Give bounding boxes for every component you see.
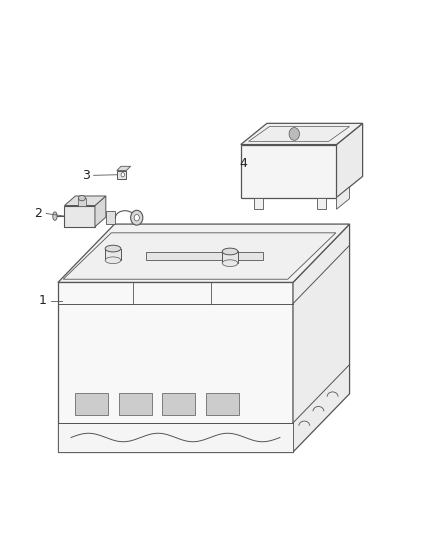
Text: 1: 1 [39, 294, 47, 308]
Text: 2: 2 [35, 207, 42, 220]
Polygon shape [105, 248, 121, 260]
Circle shape [121, 173, 124, 177]
Polygon shape [58, 224, 350, 282]
Polygon shape [222, 252, 238, 263]
Polygon shape [117, 171, 126, 179]
Text: 4: 4 [239, 157, 247, 169]
Polygon shape [63, 233, 336, 279]
Polygon shape [254, 198, 263, 209]
Ellipse shape [78, 196, 85, 201]
Polygon shape [241, 144, 336, 198]
Polygon shape [58, 282, 293, 452]
Polygon shape [95, 196, 106, 227]
Ellipse shape [105, 245, 121, 252]
Polygon shape [78, 198, 86, 206]
Polygon shape [58, 423, 293, 452]
Ellipse shape [53, 212, 57, 220]
Polygon shape [241, 123, 363, 144]
Polygon shape [117, 166, 131, 171]
Ellipse shape [105, 257, 121, 264]
Polygon shape [162, 393, 195, 415]
Ellipse shape [222, 260, 238, 266]
Polygon shape [106, 211, 116, 224]
Polygon shape [317, 198, 326, 209]
Polygon shape [119, 393, 152, 415]
Polygon shape [336, 123, 363, 198]
Ellipse shape [134, 215, 139, 221]
Polygon shape [249, 126, 350, 141]
Polygon shape [293, 224, 350, 452]
Polygon shape [146, 252, 263, 261]
Polygon shape [64, 206, 95, 227]
Text: 3: 3 [82, 169, 90, 182]
Polygon shape [75, 393, 108, 415]
Circle shape [289, 127, 300, 140]
Polygon shape [206, 393, 239, 415]
Ellipse shape [131, 211, 143, 225]
Ellipse shape [222, 248, 238, 255]
Polygon shape [336, 187, 350, 209]
Polygon shape [64, 196, 106, 206]
